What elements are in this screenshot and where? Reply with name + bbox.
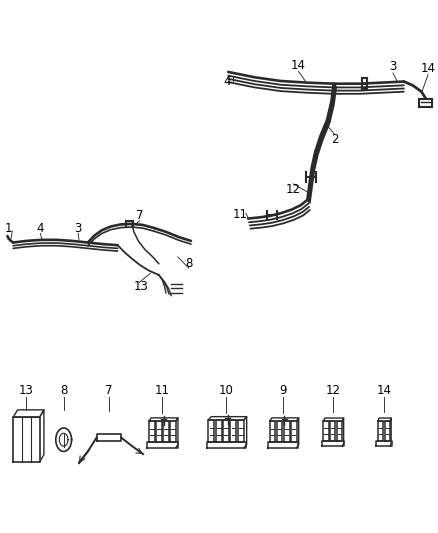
Text: 3: 3 [74,222,81,235]
Text: 12: 12 [285,183,300,196]
Text: 13: 13 [134,280,148,293]
Text: 10: 10 [218,384,233,397]
Text: 7: 7 [105,384,113,397]
Text: 13: 13 [19,384,34,397]
Text: 14: 14 [376,384,391,397]
Text: 4: 4 [223,75,231,87]
Text: 8: 8 [185,257,192,270]
Text: 4: 4 [36,222,44,235]
Text: 14: 14 [290,59,305,71]
Text: 1: 1 [5,222,13,235]
Text: 11: 11 [233,208,247,221]
Text: 8: 8 [60,384,67,397]
Text: 3: 3 [389,60,396,73]
Text: 7: 7 [135,209,143,222]
Text: 9: 9 [279,384,286,397]
Text: 12: 12 [325,384,339,397]
Text: 2: 2 [330,133,338,146]
Text: 14: 14 [420,62,434,75]
Text: 11: 11 [155,384,170,397]
